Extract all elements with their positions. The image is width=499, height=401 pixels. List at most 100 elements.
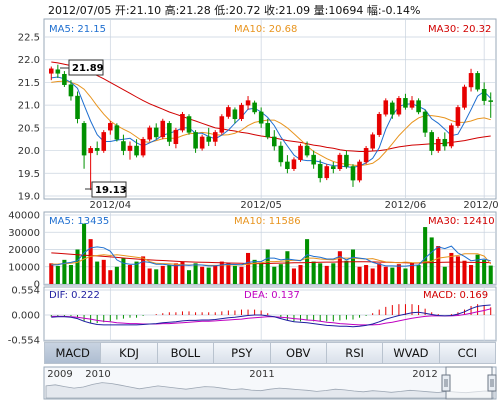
y-tick-label: 30000 xyxy=(8,228,40,239)
y-tick-label: 20000 xyxy=(8,245,40,256)
candle xyxy=(278,141,284,167)
navigator-panel[interactable]: 2009 2010 2011 2012 xyxy=(43,366,497,400)
navigator-right-handle[interactable] xyxy=(487,374,497,392)
candle xyxy=(481,82,487,106)
candle-panel-frame xyxy=(43,18,497,200)
volume-bar xyxy=(383,266,388,284)
candle xyxy=(383,98,389,117)
candle-body xyxy=(121,141,126,151)
volume-bar xyxy=(324,265,329,284)
candle xyxy=(160,118,166,140)
volume-bar xyxy=(337,251,342,284)
candle xyxy=(226,105,231,119)
volume-panel: 40000 30000 20000 10000 0 MA5: 13435 MA10: 1… xyxy=(8,211,497,291)
volume-bar xyxy=(167,265,172,284)
candle-body xyxy=(48,68,54,74)
volume-bar xyxy=(469,265,474,284)
y-tick-label: 0.000 xyxy=(11,311,40,322)
candle-x-tick-labels: 2012/04 2012/05 2012/06 2012/07 xyxy=(90,200,499,211)
tab-boll[interactable]: BOLL xyxy=(158,343,215,363)
candle-body xyxy=(376,113,382,135)
volume-ma5-series xyxy=(51,245,491,267)
candle xyxy=(331,161,336,174)
candle xyxy=(363,146,369,165)
x-tick-label: 2012/05 xyxy=(240,200,282,211)
volume-bar xyxy=(390,267,395,284)
navigator-x-tick-label: 2010 xyxy=(85,369,110,380)
x-tick-label: 2012/04 xyxy=(90,200,132,211)
volume-bar xyxy=(101,259,106,284)
navigator-x-tick-labels: 2009 2010 2011 2012 xyxy=(47,369,437,380)
candle-body xyxy=(206,136,211,142)
y-tick-label: 0 xyxy=(34,280,40,291)
tab-macd[interactable]: MACD xyxy=(45,343,102,363)
y-tick-label: 19.5 xyxy=(18,169,40,180)
volume-legend-ma30: MA30: 12410 xyxy=(428,216,495,227)
candle-legend-ma10: MA10: 20.68 xyxy=(234,24,297,35)
macd-gridlines xyxy=(44,287,496,341)
tab-rsi[interactable]: RSI xyxy=(327,343,384,363)
candle-body xyxy=(468,73,474,88)
candle xyxy=(68,80,74,101)
volume-bar xyxy=(278,264,283,284)
volume-bar xyxy=(206,267,211,284)
candle-body xyxy=(383,100,389,115)
candle xyxy=(357,159,362,183)
candle-body xyxy=(298,145,303,160)
y-tick-label: 19.0 xyxy=(18,192,40,203)
candle-body xyxy=(370,134,375,149)
volume-bar xyxy=(475,254,480,284)
volume-bar xyxy=(318,263,323,284)
tab-obv[interactable]: OBV xyxy=(271,343,327,363)
candle-body xyxy=(88,148,93,154)
volume-bars xyxy=(49,223,493,284)
candle-legend-ma5: MA5: 21.15 xyxy=(49,24,106,35)
candlestick-panel: 22.5 22.0 21.5 21.0 20.5 20.0 19.5 19.0 2012/04… xyxy=(18,18,499,211)
dif-series xyxy=(51,304,491,328)
candle xyxy=(186,114,192,135)
candle xyxy=(180,111,185,133)
candle xyxy=(219,114,225,135)
tab-psy[interactable]: PSY xyxy=(214,343,271,363)
candle-body xyxy=(278,145,284,163)
candle-body xyxy=(416,100,421,113)
volume-bar xyxy=(239,266,244,284)
candle-body xyxy=(324,166,330,179)
tab-wvad[interactable]: WVAD xyxy=(383,343,440,363)
tab-cci[interactable]: CCI xyxy=(457,346,478,360)
volume-bar xyxy=(396,264,401,284)
candle xyxy=(114,123,120,142)
volume-bar xyxy=(134,261,139,284)
navigator-selection[interactable] xyxy=(445,366,493,400)
candle-body xyxy=(153,127,159,138)
candle xyxy=(239,102,244,122)
quote-info-line: 2012/07/05 开:21.10 高:21.28 低:20.72 收:21.… xyxy=(48,4,421,17)
candle xyxy=(88,146,93,191)
macd-y-tick-labels: 0.554 0.000 -0.554 xyxy=(8,286,40,347)
volume-bar xyxy=(55,265,60,284)
candle xyxy=(396,96,402,117)
candle xyxy=(462,84,467,110)
volume-bar xyxy=(141,256,146,284)
tab-kdj[interactable]: KDJ xyxy=(101,343,158,363)
volume-bar xyxy=(403,268,408,284)
navigator-x-tick-label: 2009 xyxy=(47,369,72,380)
candles xyxy=(48,64,494,191)
volume-bar xyxy=(68,265,73,284)
navigator-left-handle[interactable] xyxy=(441,374,451,392)
candle-y-tick-labels: 22.5 22.0 21.5 21.0 20.5 20.0 19.5 19.0 xyxy=(18,33,40,203)
candle-body xyxy=(403,98,408,108)
candle xyxy=(258,107,264,128)
volume-bar xyxy=(75,249,80,284)
candle xyxy=(304,141,310,158)
candle-body xyxy=(62,74,67,85)
low-annotation-label: 19.13 xyxy=(95,185,127,196)
candle xyxy=(199,134,205,151)
x-tick-label: 2012/07 xyxy=(463,200,499,211)
volume-bar xyxy=(246,252,251,284)
y-tick-label: 20.5 xyxy=(18,123,40,134)
candle xyxy=(232,107,238,124)
volume-bar xyxy=(82,223,87,284)
candle-body xyxy=(311,154,316,165)
candle-body xyxy=(409,100,415,108)
